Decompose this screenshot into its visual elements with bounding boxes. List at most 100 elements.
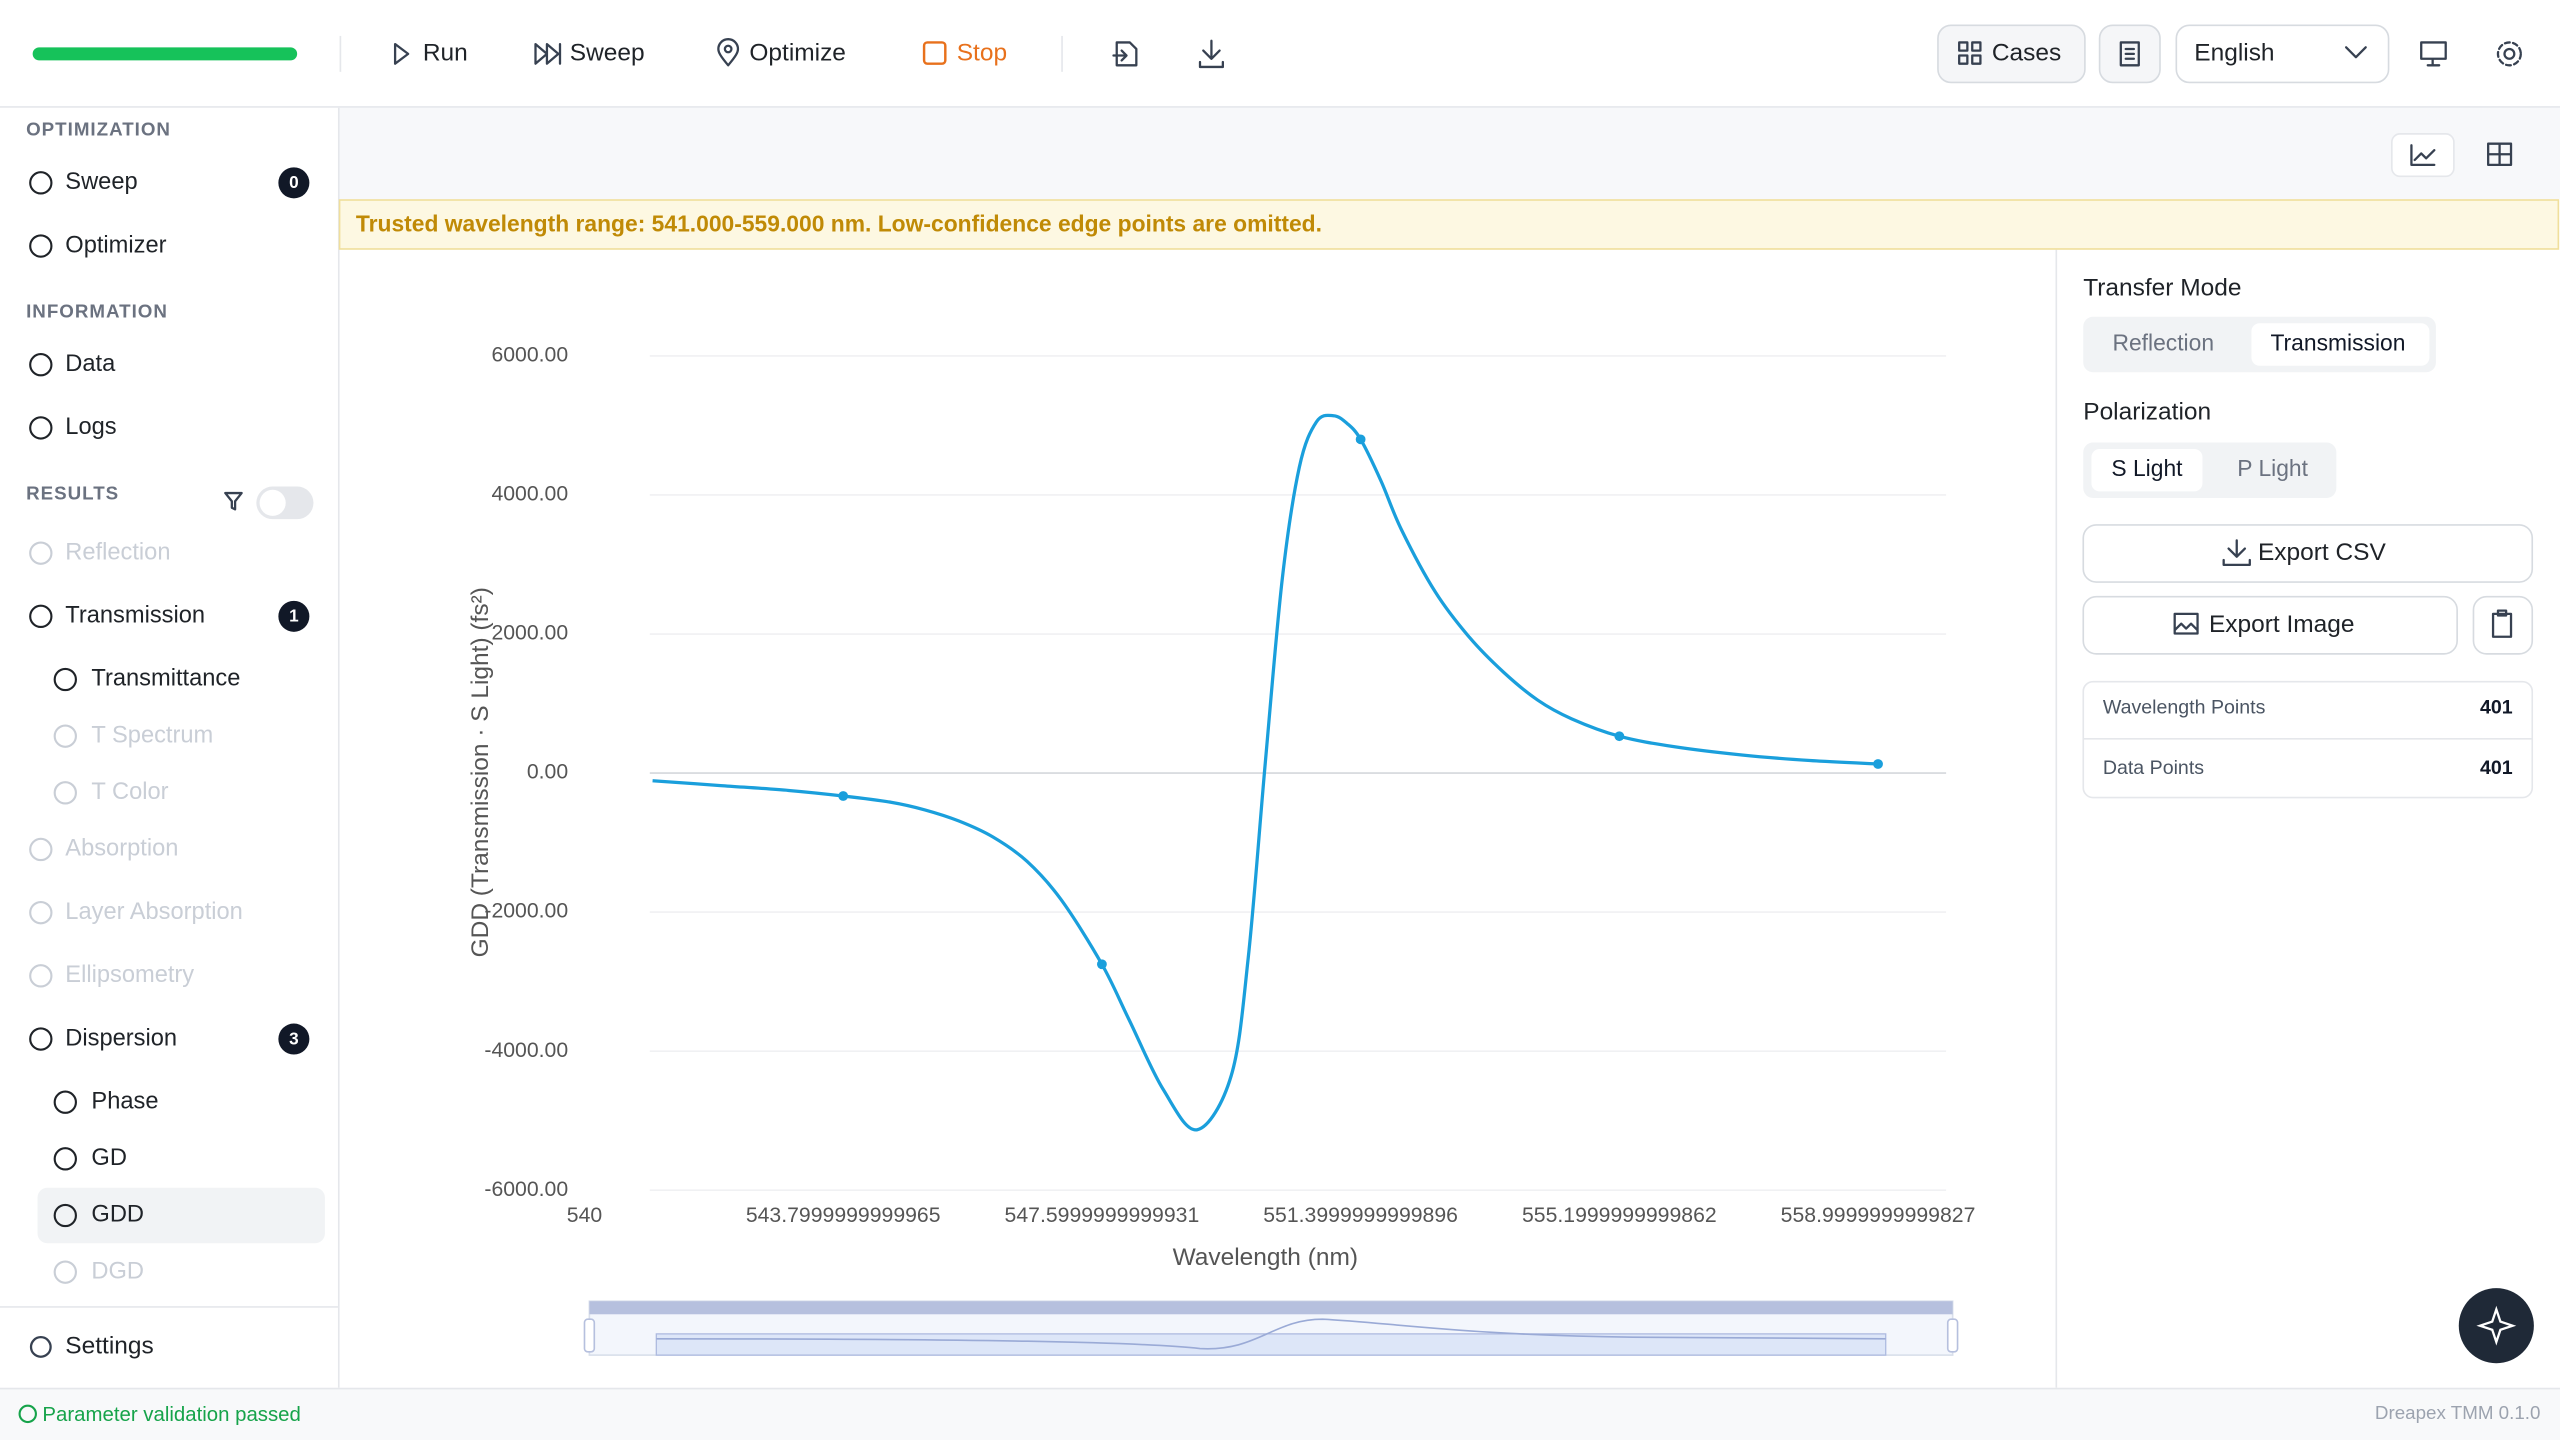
- stop-button[interactable]: Stop: [957, 39, 1007, 66]
- item-icon: [53, 724, 77, 748]
- segment-active: [2091, 448, 2203, 492]
- download-button[interactable]: [1198, 39, 1224, 69]
- status-message: Parameter validation passed: [42, 1404, 300, 1426]
- x-tick-label: 558.9999999999827: [1781, 1204, 1976, 1227]
- active-item: [37, 1187, 325, 1244]
- import-button[interactable]: [1112, 41, 1138, 67]
- filter-icon: [224, 491, 243, 511]
- x-tick-label: 543.7999999999965: [746, 1204, 941, 1227]
- item-icon: [53, 1260, 77, 1284]
- y-axis-title: GDD (Transmission · S Light) (fs²): [467, 587, 494, 957]
- chart-view-icon: [2410, 144, 2436, 167]
- zoom-bar[interactable]: [589, 1301, 1953, 1315]
- optimize-button[interactable]: Optimize: [749, 39, 846, 66]
- item-icon: [29, 964, 53, 988]
- y-tick-label: -6000.00: [484, 1178, 568, 1201]
- sidebar-item[interactable]: Transmission: [65, 603, 205, 629]
- data-point: [1355, 434, 1366, 445]
- zoom-handle[interactable]: [1946, 1318, 1959, 1353]
- display-button[interactable]: [2420, 41, 2447, 67]
- sweep-button[interactable]: Sweep: [570, 39, 645, 66]
- item-icon: [53, 667, 77, 692]
- sidebar-item[interactable]: Optimizer: [65, 232, 166, 258]
- sidebar-item[interactable]: Transmittance: [91, 666, 240, 692]
- select-chevron: [2344, 46, 2367, 59]
- settings-icon: [29, 1336, 52, 1358]
- zoom-preview: [656, 1318, 1886, 1350]
- sidebar-item[interactable]: Logs: [65, 414, 116, 440]
- item-icon: [29, 353, 53, 377]
- sidebar-item[interactable]: GDD: [91, 1202, 144, 1228]
- data-point: [838, 791, 849, 801]
- stats: Wavelength Points 401 Data Points 401: [2103, 697, 2513, 779]
- x-tick-label: 551.3999999999896: [1263, 1204, 1458, 1227]
- chart: Wavelength (nm) GDD (Transmission · S Li…: [467, 344, 1975, 1272]
- segment[interactable]: S Light: [2111, 455, 2183, 481]
- banner: [338, 199, 2560, 250]
- language-select[interactable]: [2175, 24, 2390, 84]
- export-csv-button[interactable]: [2082, 524, 2534, 583]
- run-button[interactable]: Run: [423, 39, 468, 66]
- y-tick-label: -2000.00: [484, 900, 568, 923]
- copy-icon: [2491, 609, 2513, 638]
- y-tick-label: 2000.00: [491, 622, 568, 645]
- item-icon: [29, 900, 53, 925]
- data-point: [1614, 731, 1625, 742]
- status-icon: [18, 1404, 37, 1424]
- optimize-icon-dot: [723, 44, 733, 54]
- item-icon: [29, 416, 53, 440]
- segment[interactable]: Transmission: [2270, 330, 2405, 356]
- item-icon: [53, 1147, 77, 1171]
- section-title: Transfer Mode: [2083, 274, 2241, 301]
- version: Dreapex TMM 0.1.0: [2375, 1402, 2540, 1423]
- optimize-icon: [717, 38, 740, 67]
- sidebar-item: DGD: [91, 1258, 144, 1284]
- item-icon: [53, 1203, 77, 1228]
- sidebar-item[interactable]: Data: [65, 351, 116, 377]
- badge: [278, 600, 310, 632]
- segment[interactable]: P Light: [2237, 455, 2308, 481]
- section-header: INFORMATION: [26, 300, 168, 321]
- copy-button[interactable]: [2472, 595, 2534, 655]
- table-view-button[interactable]: [2487, 142, 2513, 167]
- sidebar-item: Absorption: [65, 836, 178, 862]
- section-header: RESULTS: [26, 482, 119, 503]
- sweep-icon: [534, 42, 562, 65]
- sidebar-settings[interactable]: Settings: [65, 1332, 153, 1359]
- sidebar-item[interactable]: Dispersion: [65, 1025, 177, 1051]
- sidebar-item: T Color: [91, 779, 168, 805]
- cases-button[interactable]: [1937, 24, 2086, 84]
- segment[interactable]: Reflection: [2112, 330, 2214, 356]
- stat-label: Wavelength Points: [2103, 697, 2266, 719]
- stat-value: 401: [2480, 757, 2513, 779]
- settings-button[interactable]: [2503, 47, 2516, 60]
- run-icon: [393, 42, 410, 65]
- item-icon: [53, 781, 77, 805]
- status-bar: [0, 1387, 2560, 1440]
- x-axis-title: Wavelength (nm): [1173, 1244, 1358, 1271]
- sidebar: OPTIMIZATION Sweep 0 Optimizer INFORMATION Da…: [26, 119, 325, 1284]
- y-tick-label: -4000.00: [484, 1039, 568, 1062]
- cases-label: Cases: [1992, 39, 2061, 66]
- zoom-handle[interactable]: [583, 1318, 596, 1353]
- cases-icon: [1958, 41, 1982, 65]
- assistant-button[interactable]: [2458, 1288, 2534, 1364]
- sidebar-item[interactable]: GD: [91, 1145, 126, 1171]
- sidebar-item[interactable]: Phase: [91, 1088, 158, 1114]
- item-icon: [29, 171, 53, 195]
- export-csv-icon: [2222, 539, 2251, 567]
- stop-icon: [922, 41, 947, 65]
- badge-count: 3: [289, 1028, 299, 1048]
- zoom-window: [655, 1333, 1887, 1356]
- item-icon: [29, 1027, 53, 1051]
- badge: [278, 167, 310, 199]
- language-value: English: [2194, 39, 2274, 66]
- sidebar-item[interactable]: Sweep: [65, 169, 137, 195]
- section-header: OPTIMIZATION: [26, 119, 171, 140]
- section-title: Polarization: [2083, 399, 2211, 426]
- export-image-button[interactable]: [2082, 595, 2458, 655]
- badge: [278, 1023, 310, 1055]
- data-point: [1097, 959, 1107, 970]
- sidebar-item: Ellipsometry: [65, 962, 194, 988]
